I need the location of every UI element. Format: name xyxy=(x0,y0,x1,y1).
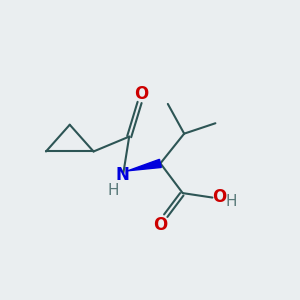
Text: O: O xyxy=(153,216,167,234)
Text: O: O xyxy=(134,85,148,103)
Text: N: N xyxy=(116,166,130,184)
Polygon shape xyxy=(128,159,161,171)
Text: H: H xyxy=(107,183,118,198)
Text: H: H xyxy=(226,194,238,208)
Text: O: O xyxy=(212,188,226,206)
